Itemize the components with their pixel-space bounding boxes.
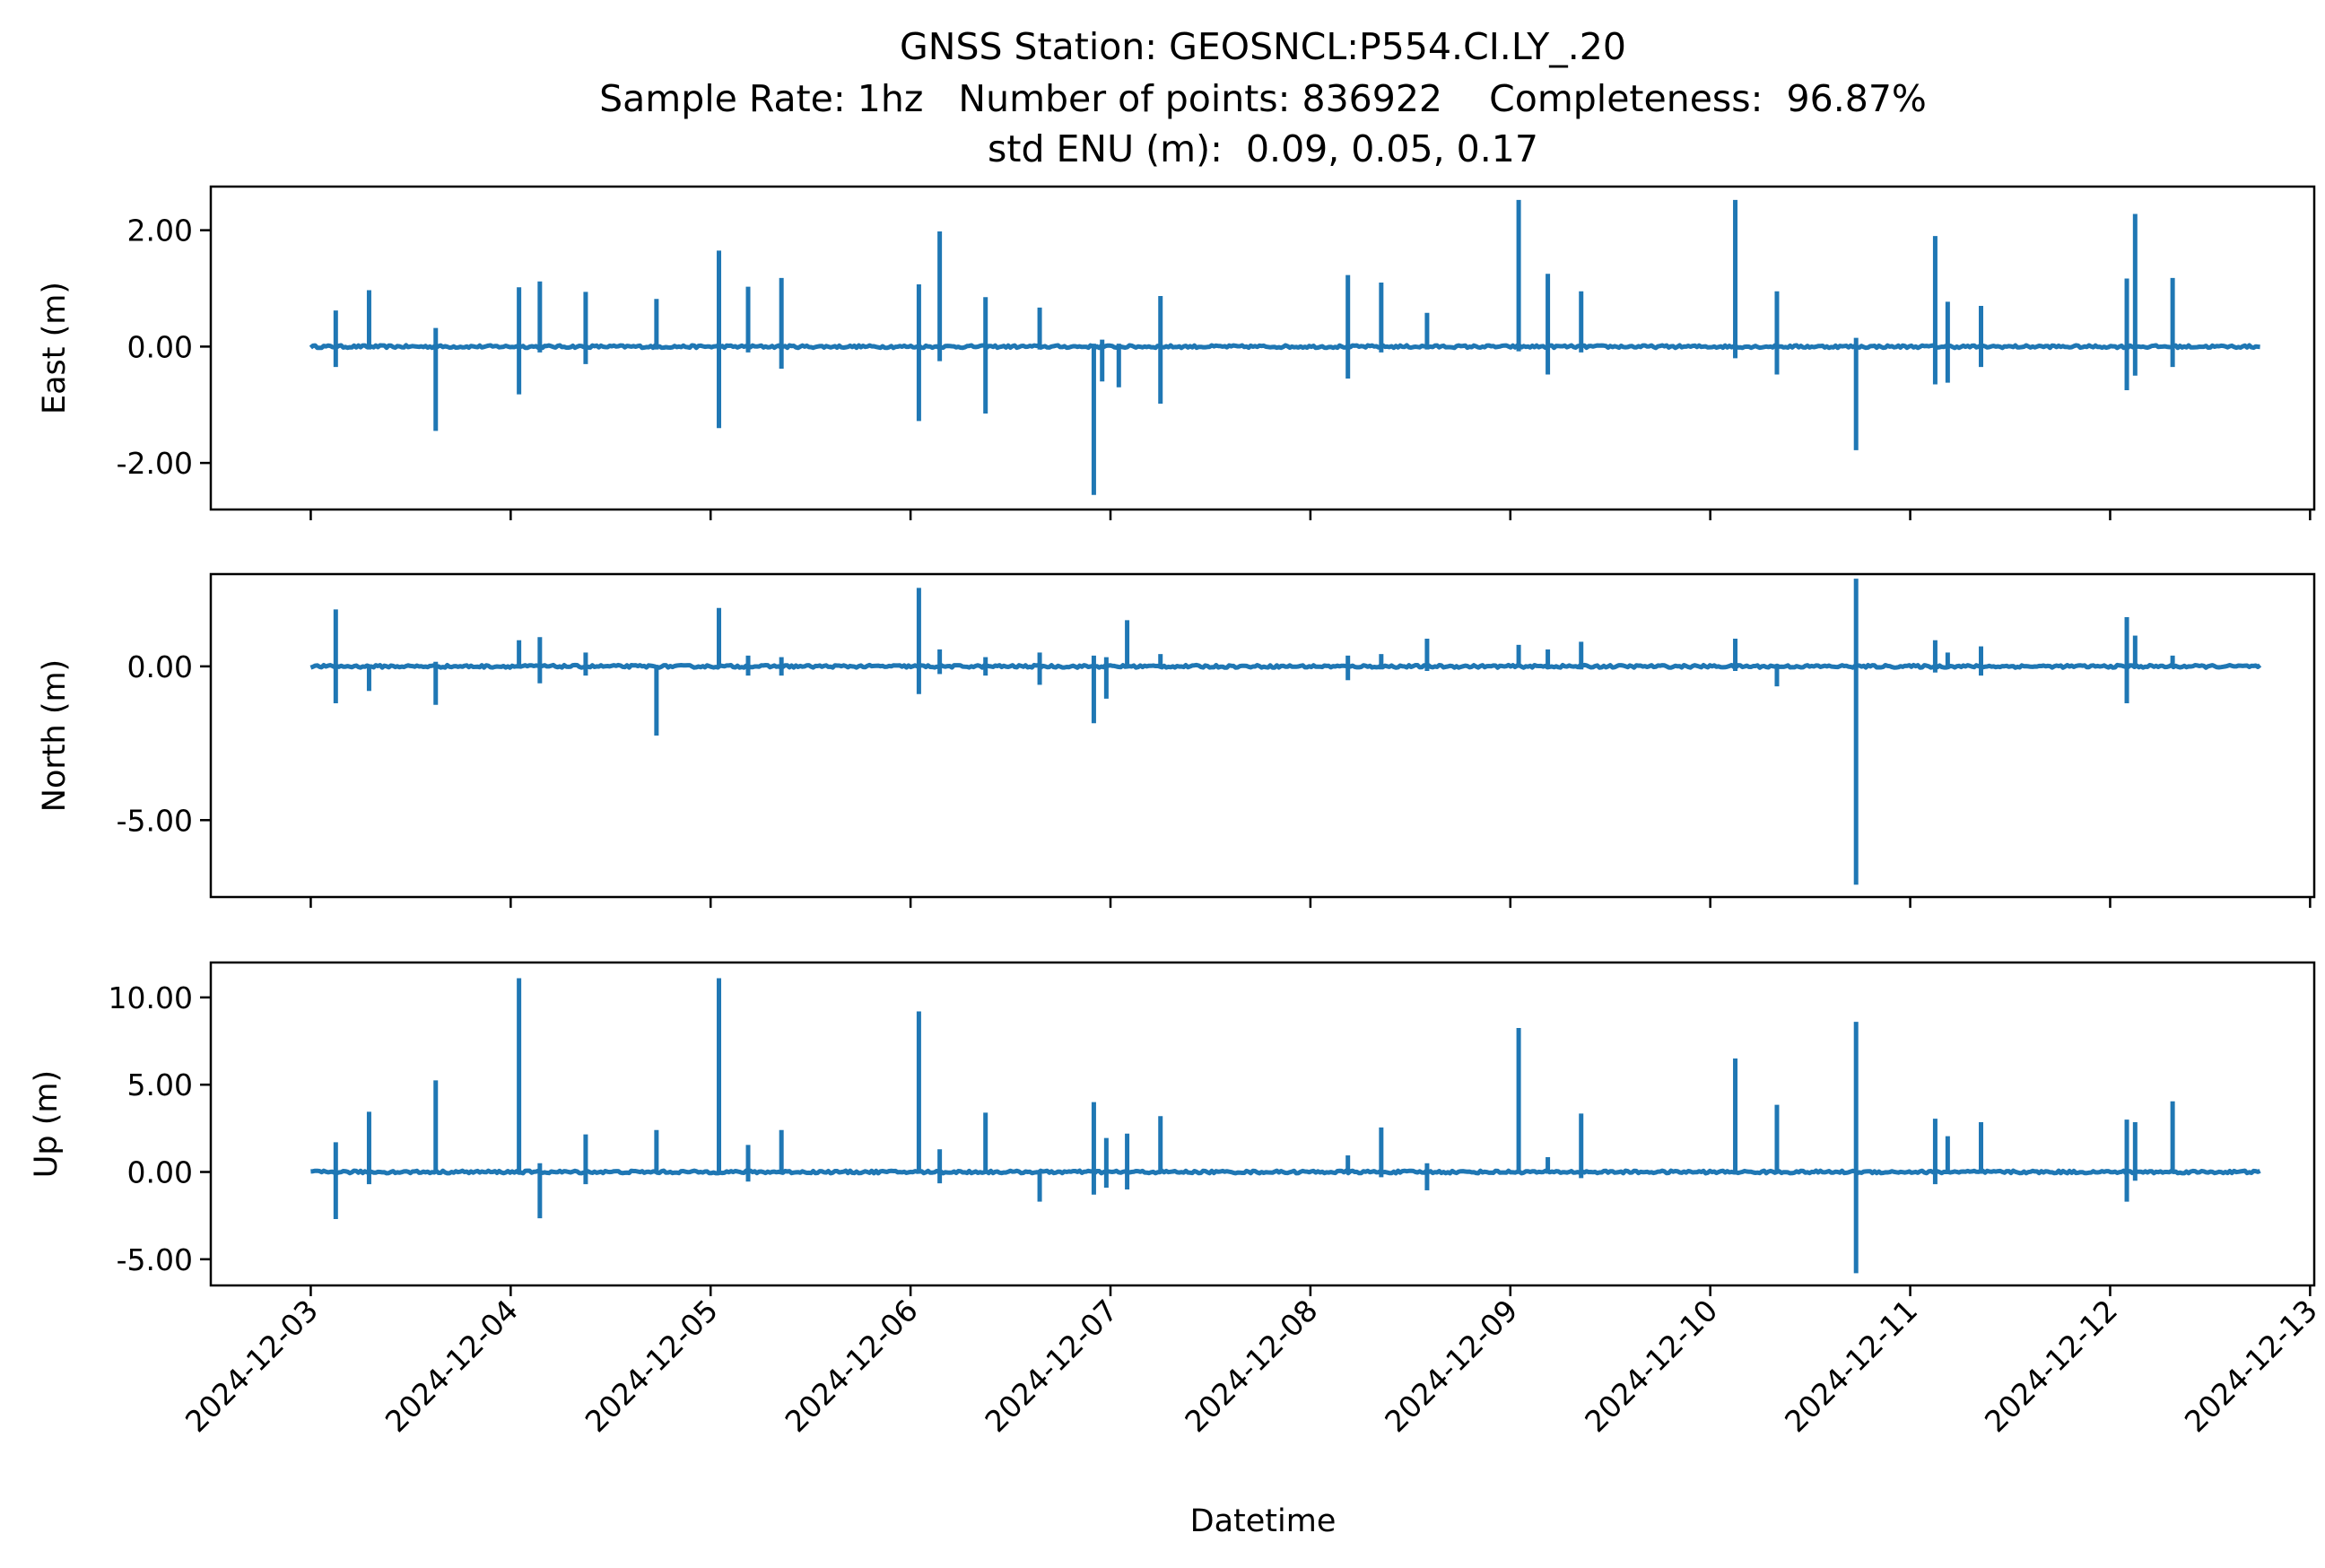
y-tick-label: -5.00 <box>117 1242 193 1277</box>
series-baseline <box>309 662 2262 670</box>
axes-frame <box>209 572 2316 899</box>
y-axis-label-up: Up (m) <box>29 1070 65 1178</box>
series-up <box>310 978 2261 1274</box>
panel-east: 2.00 0.00 -2.00 East (m) <box>37 185 2316 520</box>
y-tick-label: 2.00 <box>127 213 193 248</box>
chart-subtitle-line1: Sample Rate: 1hz Number of points: 83692… <box>599 77 1927 120</box>
panel-north: 0.00 -5.00 North (m) <box>37 572 2316 908</box>
y-tick-label: 0.00 <box>127 649 193 684</box>
y-tick-label: -2.00 <box>117 446 193 481</box>
y-axis-label-east: East (m) <box>37 282 73 414</box>
series-east <box>309 199 2260 495</box>
axes-frame <box>209 961 2316 1287</box>
y-axis-label-north: North (m) <box>37 659 73 812</box>
x-axis-label: Datetime <box>1190 1503 1337 1539</box>
y-tick-label: 0.00 <box>127 1155 193 1190</box>
series-baseline <box>310 1168 2261 1176</box>
y-tick-label: 0.00 <box>127 329 193 364</box>
y-tick-label: 5.00 <box>127 1067 193 1102</box>
y-tick-label: 10.00 <box>109 980 193 1015</box>
chart-subtitle-line2: std ENU (m): 0.09, 0.05, 0.17 <box>988 127 1538 170</box>
series-baseline <box>309 343 2260 351</box>
series-north <box>309 579 2262 885</box>
y-tick-label: -5.00 <box>117 803 193 838</box>
chart-title: GNSS Station: GEOSNCL:P554.CI.LY_.20 <box>900 25 1626 68</box>
panel-up: 10.00 5.00 0.00 -5.00 Up (m) <box>29 961 2316 1296</box>
axes-frame <box>209 185 2316 511</box>
